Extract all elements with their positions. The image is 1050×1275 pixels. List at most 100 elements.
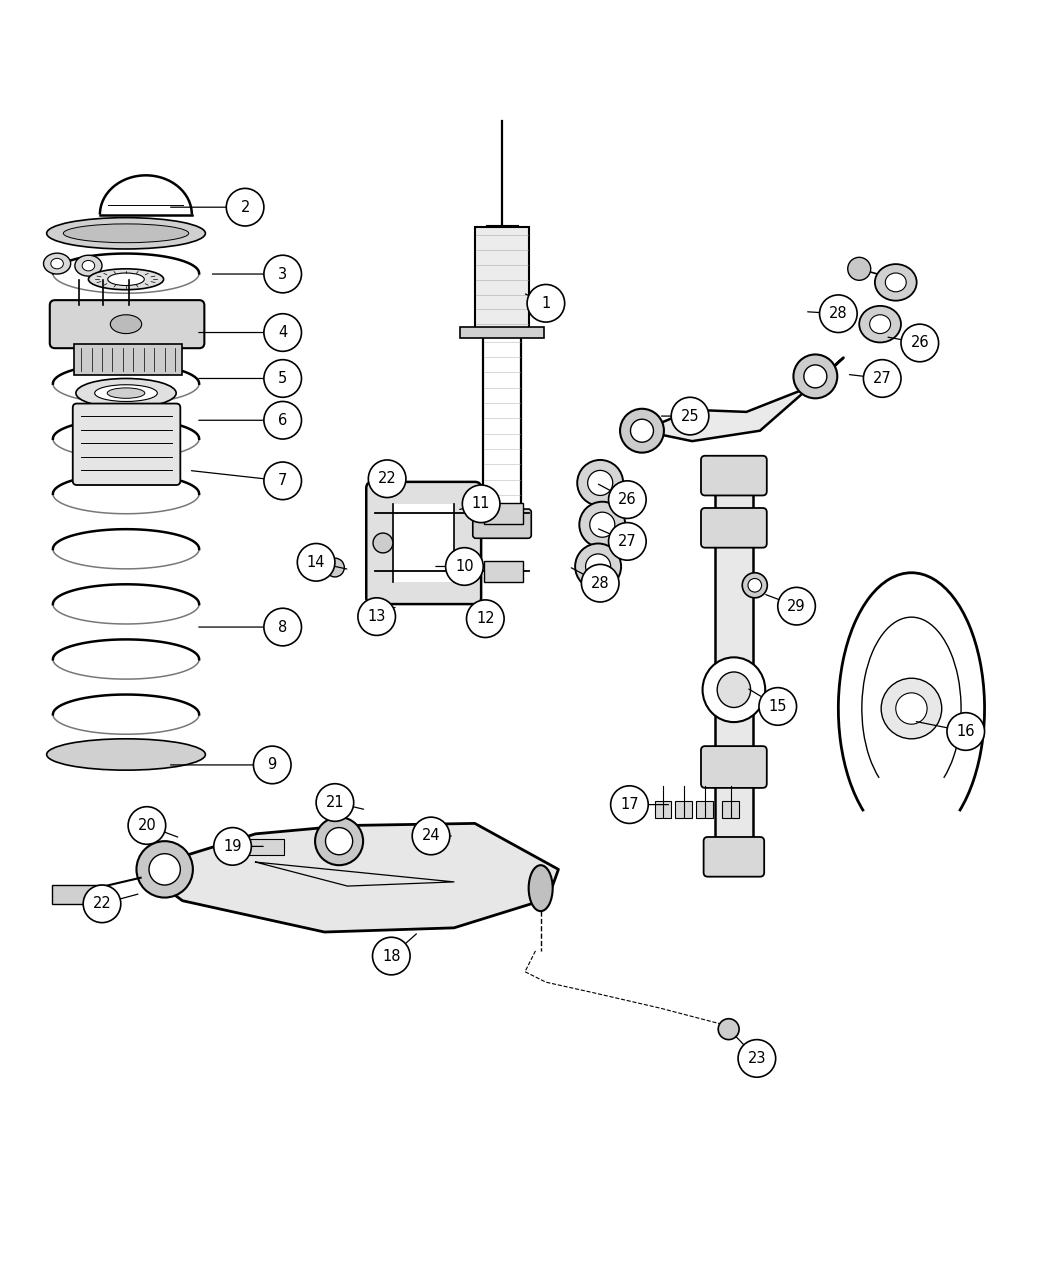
Circle shape bbox=[901, 324, 939, 362]
Text: 19: 19 bbox=[224, 839, 242, 854]
FancyBboxPatch shape bbox=[472, 509, 531, 538]
Circle shape bbox=[466, 601, 504, 638]
Ellipse shape bbox=[108, 273, 144, 286]
FancyBboxPatch shape bbox=[460, 328, 544, 338]
Ellipse shape bbox=[107, 388, 145, 398]
Text: 22: 22 bbox=[92, 896, 111, 912]
Text: 26: 26 bbox=[618, 492, 636, 507]
FancyBboxPatch shape bbox=[696, 802, 713, 819]
Text: 22: 22 bbox=[378, 472, 397, 486]
Ellipse shape bbox=[373, 533, 393, 553]
Circle shape bbox=[358, 598, 396, 635]
FancyBboxPatch shape bbox=[484, 561, 523, 581]
Ellipse shape bbox=[896, 692, 927, 724]
FancyBboxPatch shape bbox=[654, 802, 671, 819]
Ellipse shape bbox=[621, 409, 664, 453]
Circle shape bbox=[609, 481, 646, 519]
Text: 16: 16 bbox=[957, 724, 975, 740]
Ellipse shape bbox=[580, 502, 625, 548]
Circle shape bbox=[445, 548, 483, 585]
Text: 1: 1 bbox=[541, 296, 550, 311]
Text: 2: 2 bbox=[240, 200, 250, 214]
Circle shape bbox=[214, 827, 251, 866]
Circle shape bbox=[316, 784, 354, 821]
Text: 28: 28 bbox=[591, 576, 609, 590]
Ellipse shape bbox=[847, 258, 870, 280]
Circle shape bbox=[264, 314, 301, 352]
Text: 14: 14 bbox=[307, 555, 326, 570]
Ellipse shape bbox=[869, 315, 890, 334]
Ellipse shape bbox=[94, 385, 158, 402]
Text: 20: 20 bbox=[138, 819, 156, 833]
Circle shape bbox=[759, 687, 797, 725]
Text: 28: 28 bbox=[830, 306, 847, 321]
FancyBboxPatch shape bbox=[49, 300, 205, 348]
Text: 8: 8 bbox=[278, 620, 288, 635]
Ellipse shape bbox=[43, 254, 70, 274]
Text: 11: 11 bbox=[471, 496, 490, 511]
FancyBboxPatch shape bbox=[701, 746, 766, 788]
FancyBboxPatch shape bbox=[722, 802, 739, 819]
Circle shape bbox=[462, 484, 500, 523]
Ellipse shape bbox=[88, 269, 164, 289]
Ellipse shape bbox=[63, 224, 189, 242]
Ellipse shape bbox=[528, 866, 552, 912]
Circle shape bbox=[264, 360, 301, 398]
Ellipse shape bbox=[50, 259, 63, 269]
Text: 21: 21 bbox=[326, 796, 344, 810]
Ellipse shape bbox=[717, 672, 751, 708]
Ellipse shape bbox=[794, 354, 837, 398]
Circle shape bbox=[671, 398, 709, 435]
Circle shape bbox=[264, 608, 301, 646]
Circle shape bbox=[253, 746, 291, 784]
FancyBboxPatch shape bbox=[701, 507, 766, 548]
Ellipse shape bbox=[702, 658, 765, 722]
FancyBboxPatch shape bbox=[715, 465, 753, 847]
Text: 3: 3 bbox=[278, 266, 288, 282]
Ellipse shape bbox=[326, 558, 344, 576]
Circle shape bbox=[778, 588, 816, 625]
Circle shape bbox=[413, 817, 449, 854]
Ellipse shape bbox=[110, 315, 142, 334]
Circle shape bbox=[264, 462, 301, 500]
Circle shape bbox=[369, 460, 406, 497]
Circle shape bbox=[611, 785, 648, 824]
Circle shape bbox=[83, 885, 121, 923]
Circle shape bbox=[227, 189, 264, 226]
FancyBboxPatch shape bbox=[675, 802, 692, 819]
Ellipse shape bbox=[881, 678, 942, 738]
FancyBboxPatch shape bbox=[704, 836, 764, 877]
Ellipse shape bbox=[75, 255, 102, 277]
Ellipse shape bbox=[590, 513, 615, 537]
Ellipse shape bbox=[718, 1019, 739, 1039]
Text: 12: 12 bbox=[476, 611, 495, 626]
FancyBboxPatch shape bbox=[74, 344, 183, 375]
FancyBboxPatch shape bbox=[51, 885, 106, 904]
Ellipse shape bbox=[82, 260, 94, 270]
Text: 18: 18 bbox=[382, 949, 400, 964]
Circle shape bbox=[609, 523, 646, 560]
Ellipse shape bbox=[315, 817, 363, 866]
Ellipse shape bbox=[326, 827, 353, 854]
Text: 4: 4 bbox=[278, 325, 288, 340]
Circle shape bbox=[738, 1039, 776, 1077]
Circle shape bbox=[582, 565, 620, 602]
Circle shape bbox=[264, 402, 301, 439]
Ellipse shape bbox=[586, 553, 611, 579]
Polygon shape bbox=[141, 824, 559, 932]
Circle shape bbox=[297, 543, 335, 581]
Circle shape bbox=[264, 255, 301, 293]
FancyBboxPatch shape bbox=[248, 839, 284, 854]
FancyBboxPatch shape bbox=[72, 404, 181, 484]
Ellipse shape bbox=[46, 218, 206, 249]
Ellipse shape bbox=[149, 854, 181, 885]
Text: 9: 9 bbox=[268, 757, 277, 773]
Text: 13: 13 bbox=[368, 609, 386, 623]
FancyBboxPatch shape bbox=[394, 504, 454, 583]
Ellipse shape bbox=[588, 470, 613, 496]
Ellipse shape bbox=[578, 460, 624, 506]
Ellipse shape bbox=[46, 738, 206, 770]
FancyBboxPatch shape bbox=[475, 227, 529, 329]
Ellipse shape bbox=[136, 842, 193, 898]
Text: 15: 15 bbox=[769, 699, 788, 714]
